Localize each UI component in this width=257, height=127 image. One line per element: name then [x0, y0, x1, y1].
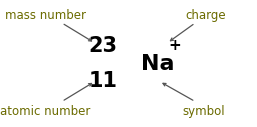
- Text: 23: 23: [88, 36, 117, 56]
- Text: symbol: symbol: [182, 105, 225, 118]
- Text: charge: charge: [185, 9, 226, 22]
- Text: 11: 11: [88, 71, 117, 91]
- Text: atomic number: atomic number: [0, 105, 90, 118]
- Text: mass number: mass number: [5, 9, 86, 22]
- Text: +: +: [168, 38, 181, 53]
- Text: Na: Na: [141, 53, 175, 74]
